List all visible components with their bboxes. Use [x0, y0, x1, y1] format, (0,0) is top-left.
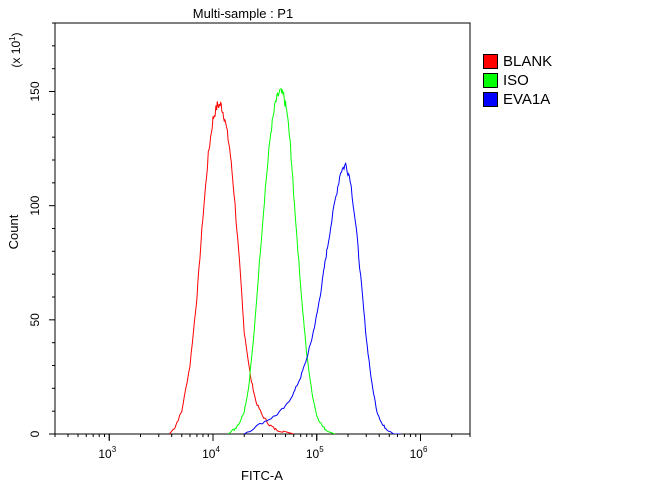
y-tick-label: 100: [28, 195, 42, 215]
x-minor-ticks: [54, 434, 471, 440]
x-tick-base: 10: [98, 447, 112, 461]
y-multiplier-prefix: (x 10: [9, 41, 23, 68]
series-line-eva1a: [243, 161, 402, 434]
chart-title: Multi-sample : P1: [193, 6, 293, 21]
y-axis-label: Count: [6, 214, 21, 249]
legend-swatch-blank: [483, 54, 498, 69]
x-tick-exponent: 3: [112, 445, 117, 454]
y-tick-label: 150: [28, 81, 42, 101]
x-tick-label: 104: [202, 445, 220, 461]
legend-label-blank: BLANK: [503, 53, 553, 70]
legend-item-iso: ISO: [483, 71, 552, 90]
legend-label-eva1a: EVA1A: [503, 91, 551, 108]
y-multiplier-suffix: ): [9, 32, 23, 36]
x-tick-label: 103: [98, 445, 116, 461]
legend-swatch-eva1a: [483, 92, 498, 107]
x-tick-label: 105: [306, 445, 324, 461]
legend-swatch-iso: [483, 73, 498, 88]
y-tick-label: 50: [28, 313, 42, 327]
series-line-iso: [227, 87, 336, 434]
x-tick-base: 10: [306, 447, 320, 461]
x-axis: 103 104 105 106: [98, 434, 428, 461]
x-tick-label: 106: [410, 445, 428, 461]
series-line-blank: [169, 101, 294, 434]
legend: BLANK ISO EVA1A: [483, 52, 552, 109]
y-axis: 0 50 100 150: [28, 22, 55, 437]
legend-item-blank: BLANK: [483, 52, 552, 71]
series-layer: [169, 87, 402, 434]
x-axis-label: FITC-A: [241, 468, 283, 483]
x-tick-exponent: 4: [215, 445, 220, 454]
x-tick-exponent: 5: [319, 445, 324, 454]
y-tick-label: 0: [28, 430, 42, 437]
x-tick-base: 10: [202, 447, 216, 461]
y-multiplier-exponent: 1: [8, 36, 17, 41]
y-axis-multiplier: (x 101): [8, 32, 23, 67]
x-tick-base: 10: [410, 447, 424, 461]
x-tick-exponent: 6: [423, 445, 428, 454]
legend-item-eva1a: EVA1A: [483, 90, 552, 109]
legend-label-iso: ISO: [503, 72, 529, 89]
